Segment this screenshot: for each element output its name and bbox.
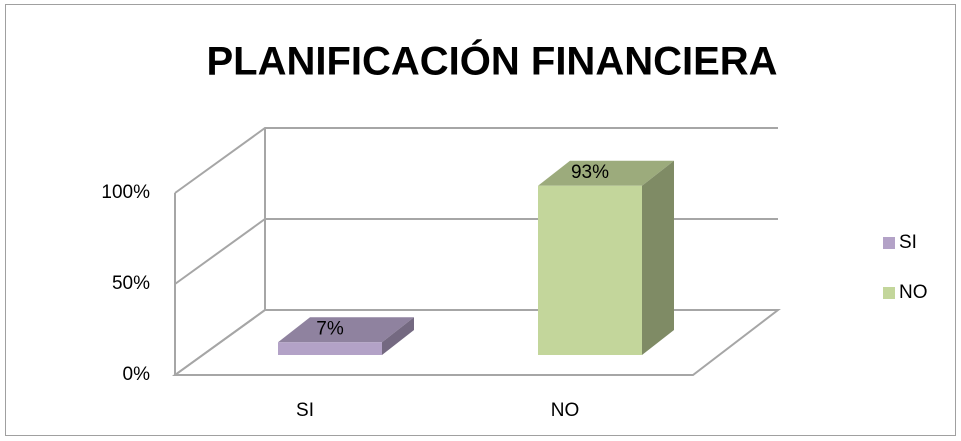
data-label: 93% xyxy=(571,162,609,183)
legend-label: NO xyxy=(899,282,928,303)
bar xyxy=(538,185,642,355)
y-tick-label: 0% xyxy=(123,364,151,385)
bar xyxy=(278,342,382,355)
y-tick-label: 50% xyxy=(112,273,150,294)
grid-line xyxy=(174,127,778,194)
legend-swatch xyxy=(883,287,895,299)
x-tick-label: SI xyxy=(296,400,314,421)
bar-top xyxy=(538,160,674,186)
y-tick-label: 100% xyxy=(101,182,150,203)
bar-side xyxy=(382,317,414,355)
chart-title: PLANIFICACIÓN FINANCIERA xyxy=(206,38,777,84)
bar-side xyxy=(642,160,674,355)
legend-swatch xyxy=(883,237,895,249)
legend-label: SI xyxy=(899,232,917,253)
data-label: 7% xyxy=(316,318,344,339)
bar-top xyxy=(278,317,414,343)
x-tick-label: NO xyxy=(551,400,580,421)
